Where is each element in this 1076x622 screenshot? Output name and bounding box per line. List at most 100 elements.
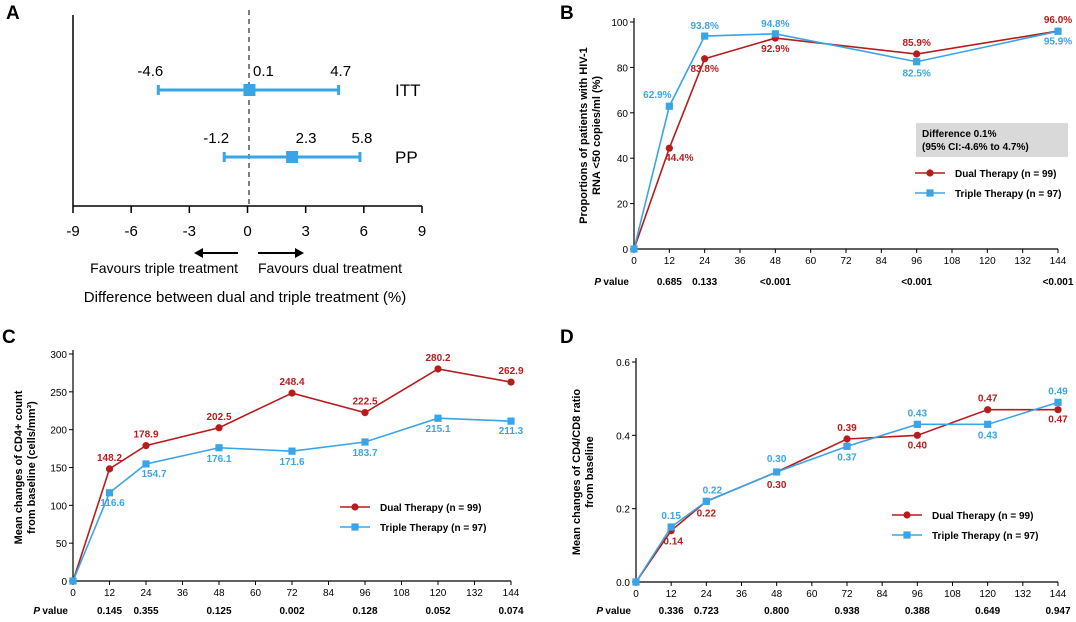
p-value: 0.336 (659, 606, 684, 617)
y-axis-label-line: from baseline (cells/mm³) (26, 401, 38, 534)
data-point-triple (843, 442, 851, 450)
favours-triple-label: Favours triple treatment (90, 260, 238, 276)
data-label-triple: 0.30 (767, 454, 787, 465)
y-axis-label: Mean changes of CD4+ countfrom baseline … (13, 390, 38, 544)
p-value-heading-value: value (42, 606, 68, 617)
legend-marker-dual (926, 169, 934, 177)
data-point-dual (665, 144, 673, 152)
data-label-dual: 0.39 (837, 423, 857, 434)
ci-upper-label: 4.7 (330, 63, 351, 80)
x-tick-label: 132 (1014, 589, 1031, 600)
x-tick-label: 120 (430, 588, 447, 599)
p-value-heading-value: value (603, 277, 629, 288)
p-value-heading: P value (33, 606, 68, 617)
line-chart-panel-d: 0.0 0.2 0.4 0.6 0 12 24 36 48 60 72 84 96 108 120 132 14… (571, 358, 1071, 617)
p-value-heading-p: P (33, 606, 42, 617)
y-tick-label: 150 (50, 464, 67, 475)
x-tick-label: 84 (323, 588, 335, 599)
data-label-dual: 85.9% (902, 38, 930, 49)
data-label-dual: 222.5 (352, 397, 377, 408)
y-axis-label-line: RNA <50 copies/ml (%) (591, 76, 603, 195)
data-label-dual: 262.9 (498, 366, 523, 377)
x-tick-label: 60 (250, 588, 262, 599)
data-point-triple (142, 460, 150, 468)
x-tick-label: 72 (841, 589, 853, 600)
legend: Dual Therapy (n = 99) Triple Therapy (n =… (340, 503, 486, 534)
forest-x-tick-label: -6 (124, 223, 137, 240)
p-value-heading: P value (596, 606, 631, 617)
data-point-triple (632, 578, 640, 586)
forest-x-tick-label: 3 (301, 223, 309, 240)
data-point-triple (105, 489, 114, 497)
series-line-triple (633, 30, 1059, 250)
x-tick-label: 24 (701, 589, 713, 600)
x-tick-label: 0 (633, 589, 639, 600)
y-tick-label: 200 (50, 426, 67, 437)
legend-label-dual: Dual Therapy (n = 99) (955, 169, 1056, 180)
panel-letter-d: D (560, 327, 574, 348)
y-axis-label: Mean changes of CD4/CD8 ratiofrom baseli… (571, 389, 596, 556)
forest-x-tick-label: 0 (243, 223, 251, 240)
p-value: 0.649 (975, 606, 1000, 617)
p-value-row: P value 0.336 0.723 0.800 0.938 0.388 0.649 0.9… (596, 606, 1071, 617)
data-point-triple (984, 420, 992, 428)
data-label-dual: 248.4 (279, 377, 304, 388)
data-point-dual (701, 55, 709, 63)
data-label-dual: 0.14 (663, 537, 683, 548)
data-point-triple (1054, 398, 1062, 406)
forest-row-itt: -4.6 0.1 4.7 ITT (137, 63, 420, 100)
legend: Dual Therapy (n = 99) Triple Therapy (n =… (892, 511, 1038, 542)
estimate-label: 0.1 (253, 63, 274, 80)
forest-x-tick-label: 6 (360, 223, 368, 240)
x-tick-label: 120 (979, 589, 996, 600)
p-value: 0.128 (352, 606, 377, 617)
panel-letter-c: C (2, 327, 16, 348)
annotation-line: Difference 0.1% (922, 129, 997, 140)
data-point-triple (361, 438, 369, 446)
ci-lower-label: -4.6 (137, 63, 163, 80)
forest-x-axis-label: Difference between dual and triple treat… (84, 289, 406, 306)
data-label-triple: 176.1 (206, 454, 231, 465)
p-value-heading-p: P (594, 277, 603, 288)
data-point-dual (434, 365, 442, 373)
data-point-dual (507, 378, 515, 386)
x-tick-label: 48 (213, 588, 225, 599)
y-tick-label: 50 (56, 539, 68, 550)
x-tick-label: 108 (944, 589, 961, 600)
x-tick-label: 72 (286, 588, 298, 599)
p-value-heading: P value (594, 277, 629, 288)
y-axis-label-line: Mean changes of CD4/CD8 ratio (571, 389, 583, 556)
data-point-dual (105, 465, 114, 473)
x-tick-label: 24 (699, 256, 711, 267)
data-point-triple (701, 32, 709, 40)
y-tick-label: 60 (617, 109, 629, 120)
data-label-dual: 148.2 (97, 453, 122, 464)
data-label-triple: 183.7 (352, 448, 377, 459)
y-tick-label: 0.0 (616, 578, 630, 589)
data-point-dual (1054, 406, 1062, 414)
data-label-triple: 211.3 (499, 426, 524, 437)
data-point-dual (288, 389, 296, 397)
data-point-triple (913, 58, 921, 66)
data-label-triple: 0.15 (661, 511, 681, 522)
legend-label-triple: Triple Therapy (n = 97) (380, 523, 486, 534)
x-tick-label: 144 (1050, 589, 1067, 600)
data-point-dual (913, 431, 921, 439)
series-line-dual (633, 30, 1059, 250)
y-tick-label: 250 (50, 388, 67, 399)
y-tick-label: 100 (50, 501, 67, 512)
legend-marker-dual (351, 503, 359, 511)
p-value: <0.001 (901, 277, 932, 288)
analysis-population-label: ITT (395, 81, 421, 100)
x-tick-label: 96 (911, 256, 923, 267)
x-tick-label: 72 (840, 256, 852, 267)
p-value: 0.388 (905, 606, 930, 617)
data-label-triple: 0.49 (1048, 386, 1068, 397)
x-tick-label: 48 (770, 256, 782, 267)
series-dual: 148.2 178.9 202.5 248.4 222.5 280.2 262.9 (69, 353, 524, 585)
series-line-dual (635, 408, 1058, 583)
forest-x-tick-label: 9 (418, 223, 426, 240)
x-tick-label: 24 (140, 588, 152, 599)
data-point-triple (507, 417, 515, 425)
x-tick-label: 84 (876, 256, 888, 267)
